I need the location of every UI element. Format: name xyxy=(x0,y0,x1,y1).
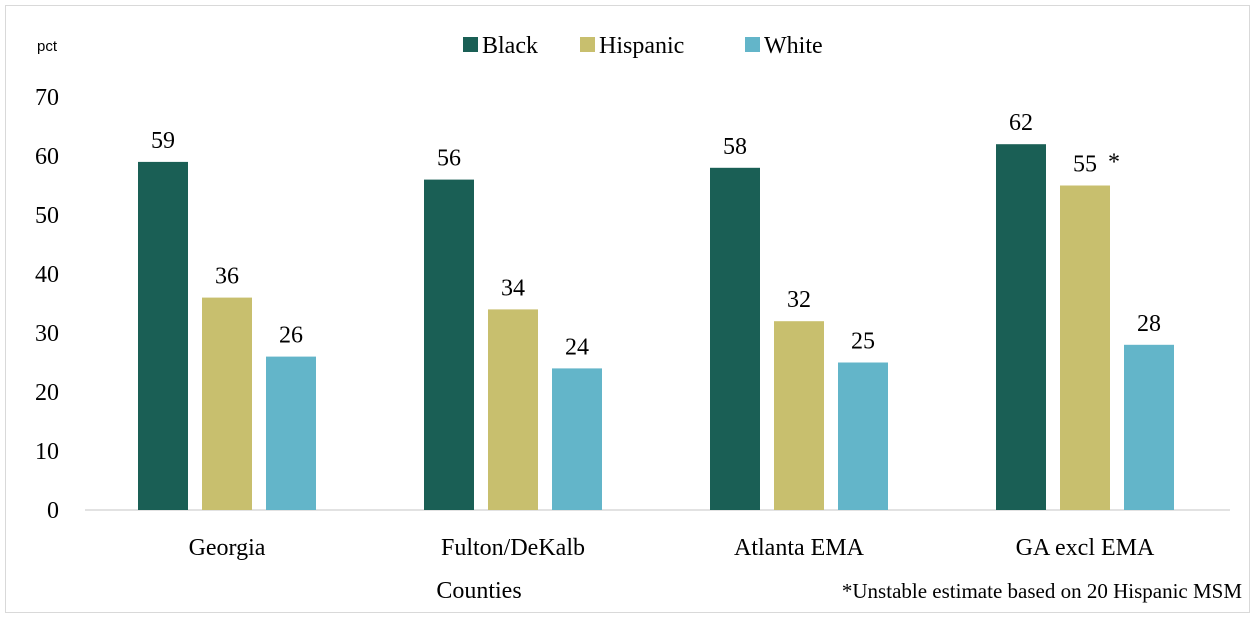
data-label: 25 xyxy=(851,329,875,355)
y-axis-title: pct xyxy=(37,38,58,55)
bar-black-0 xyxy=(138,161,188,510)
legend-label-black: Black xyxy=(482,33,538,59)
x-axis-title: Counties xyxy=(436,578,521,604)
data-label: 55 xyxy=(1073,152,1097,178)
y-tick-label: 10 xyxy=(35,439,59,465)
y-axis: 0 10 20 30 40 50 60 70 xyxy=(35,85,59,524)
bar-black-3 xyxy=(996,144,1046,510)
unstable-estimate-marker: * xyxy=(1108,150,1120,176)
bar-white-3 xyxy=(1124,344,1174,510)
legend-swatch-black xyxy=(463,37,478,52)
data-label: 62 xyxy=(1009,110,1033,136)
bar-hispanic-0 xyxy=(202,297,252,510)
data-label: 32 xyxy=(787,287,811,313)
bar-hispanic-3 xyxy=(1060,185,1110,510)
data-label: 34 xyxy=(501,275,525,301)
y-tick-label: 50 xyxy=(35,203,59,229)
data-label: 56 xyxy=(437,146,461,172)
data-label: 28 xyxy=(1137,311,1161,337)
legend-swatch-hispanic xyxy=(580,37,595,52)
footnote: *Unstable estimate based on 20 Hispanic … xyxy=(842,579,1242,603)
legend-swatch-white xyxy=(745,37,760,52)
x-tick-label: Atlanta EMA xyxy=(734,535,865,561)
bar-black-1 xyxy=(424,179,474,510)
bars: 59 36 26 56 34 24 58 32 25 62 55 * 28 xyxy=(138,110,1174,511)
data-label: 58 xyxy=(723,134,747,160)
y-tick-label: 0 xyxy=(47,498,59,524)
bar-hispanic-1 xyxy=(488,309,538,510)
legend-label-white: White xyxy=(764,33,823,59)
y-tick-label: 40 xyxy=(35,262,59,288)
bar-black-2 xyxy=(710,167,760,511)
bar-white-0 xyxy=(266,356,316,510)
y-tick-label: 70 xyxy=(35,85,59,111)
y-tick-label: 20 xyxy=(35,380,59,406)
y-tick-label: 60 xyxy=(35,144,59,170)
legend: Black Hispanic White xyxy=(463,33,823,59)
data-label: 59 xyxy=(151,128,175,154)
data-label: 36 xyxy=(215,264,239,290)
data-label: 24 xyxy=(565,334,589,360)
bar-white-1 xyxy=(552,368,602,510)
x-axis: Georgia Fulton/DeKalb Atlanta EMA GA excl E… xyxy=(189,535,1155,561)
data-label: 26 xyxy=(279,323,303,349)
y-tick-label: 30 xyxy=(35,321,59,347)
x-tick-label: Fulton/DeKalb xyxy=(441,535,585,561)
legend-label-hispanic: Hispanic xyxy=(599,33,684,59)
bar-hispanic-2 xyxy=(774,321,824,510)
x-tick-label: GA excl EMA xyxy=(1016,535,1155,561)
x-tick-label: Georgia xyxy=(189,535,266,561)
bar-white-2 xyxy=(838,362,888,510)
